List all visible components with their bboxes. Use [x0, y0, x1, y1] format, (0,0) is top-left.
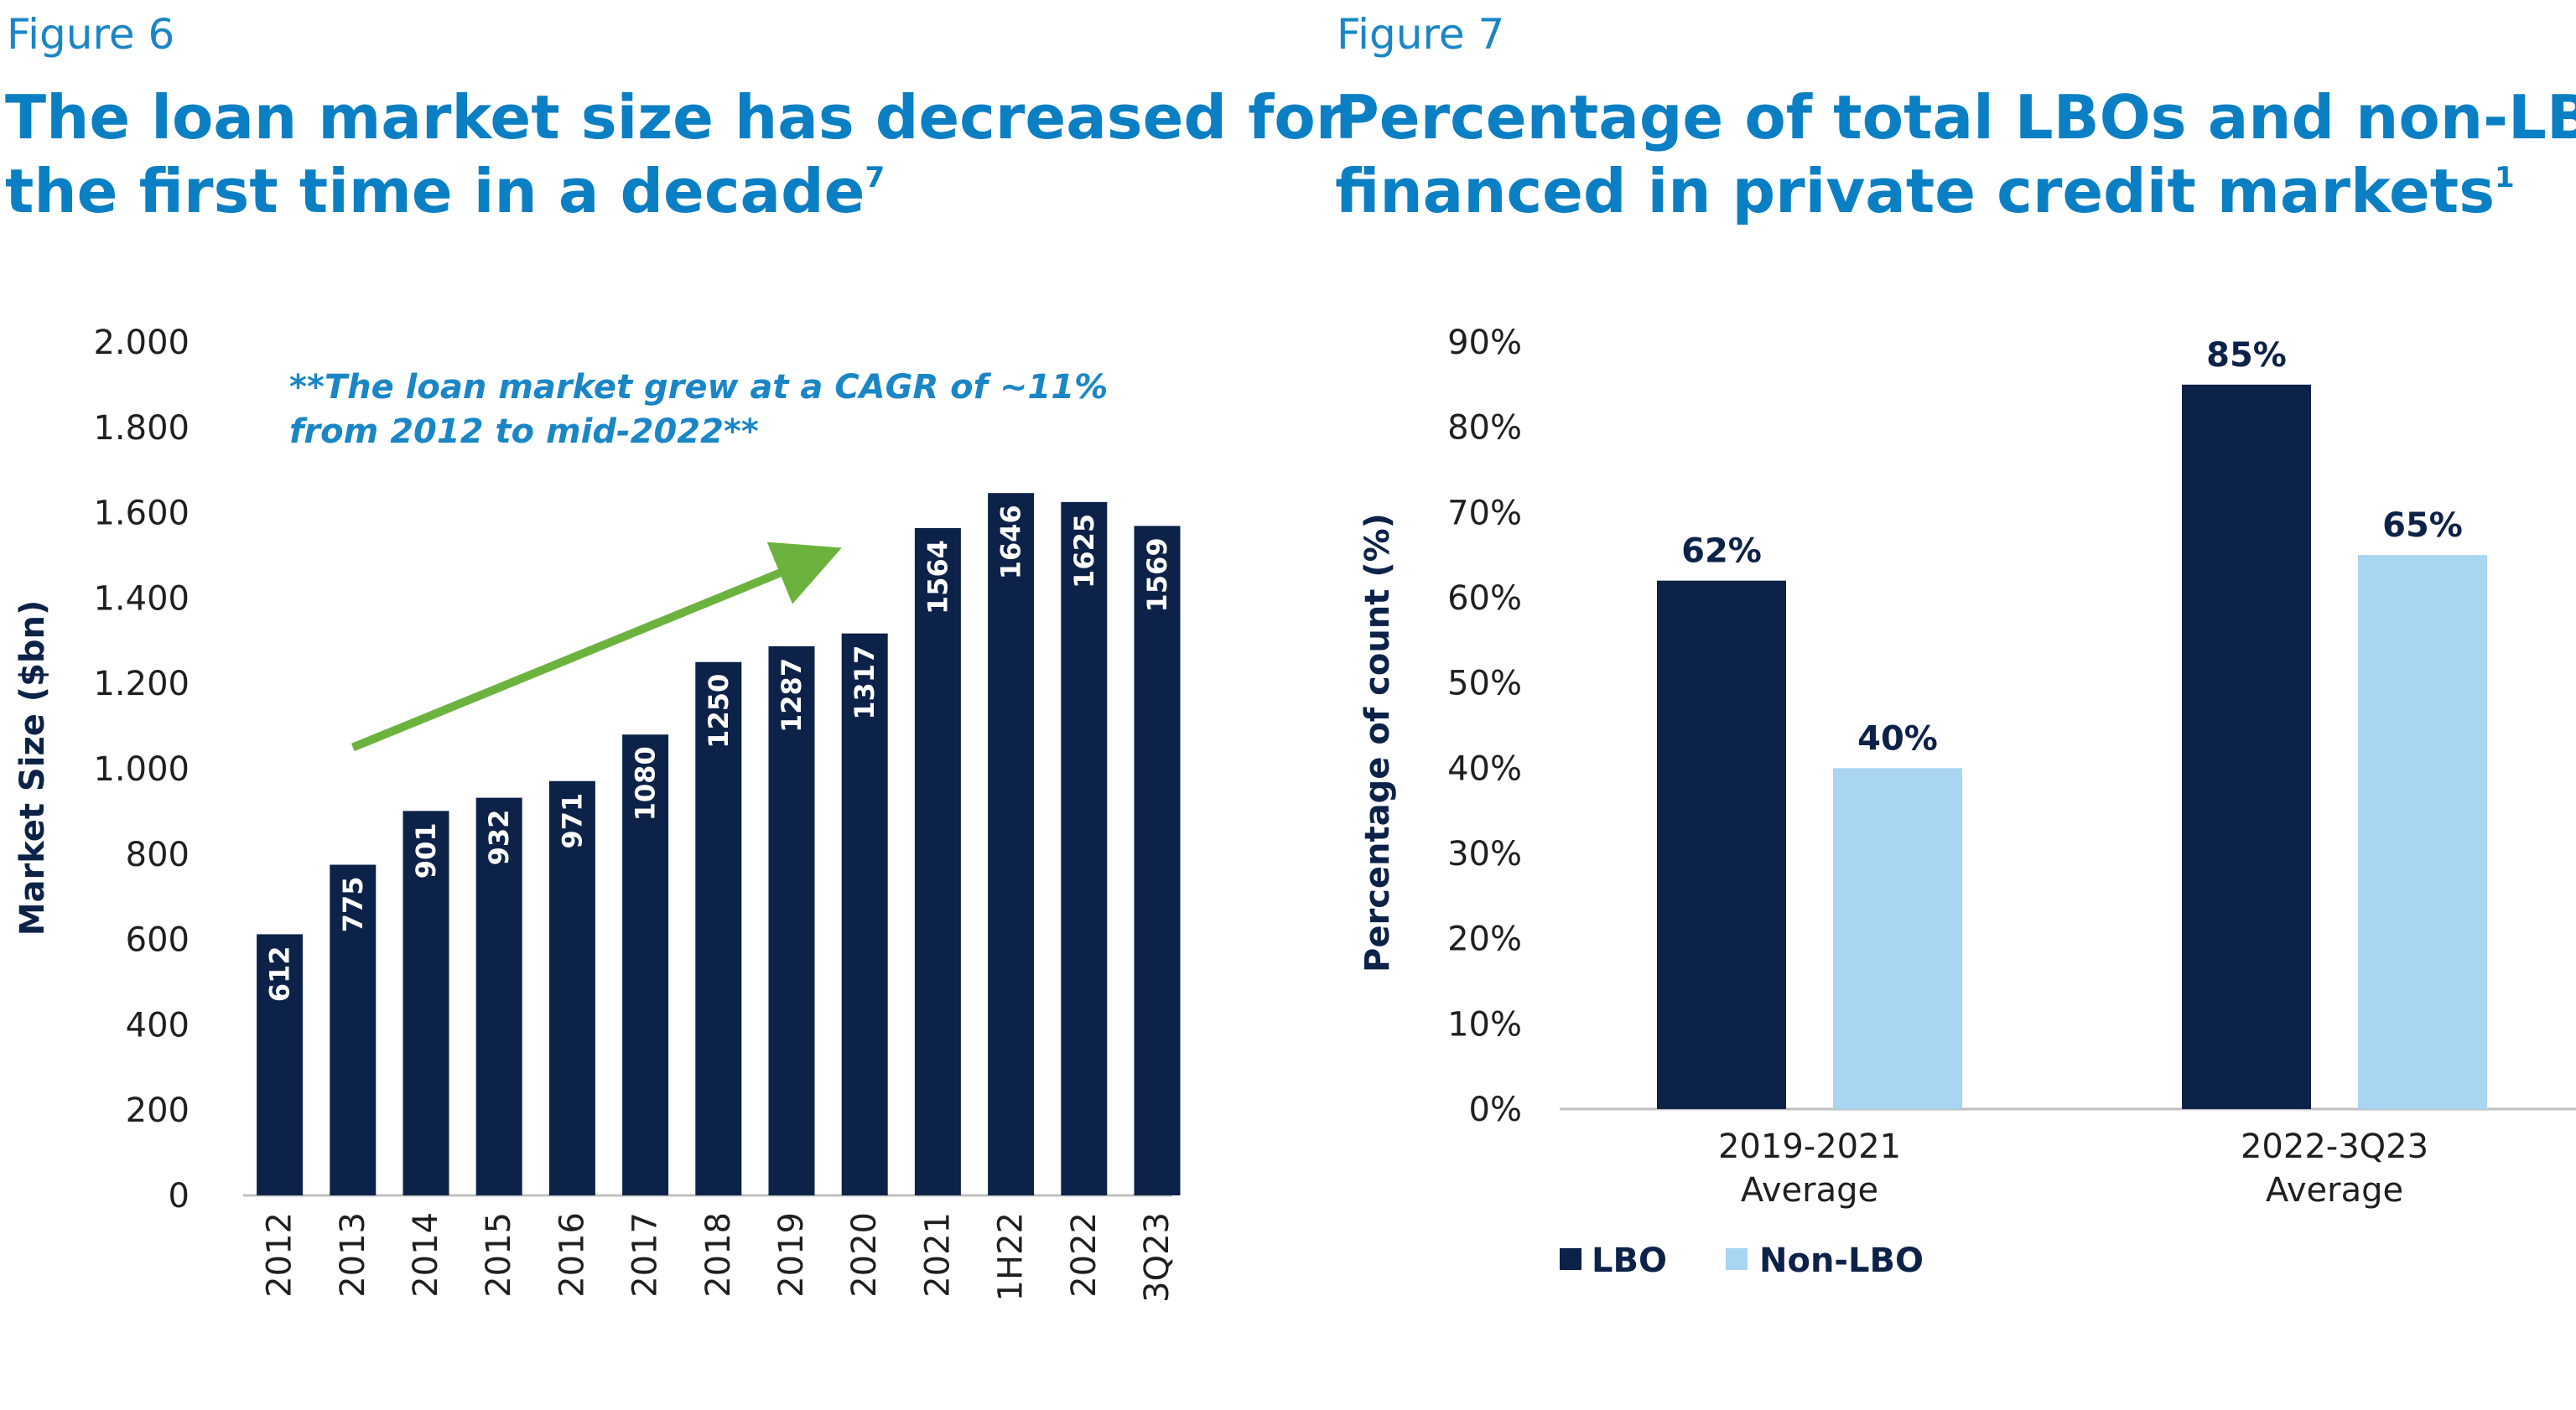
- loan-market-size-chart: **The loan market grew at a CAGR of ~11%…: [13, 324, 1181, 1303]
- figure-6-title: The loan market size has decreased for th…: [5, 80, 1345, 228]
- bars: 612 775 901 932 971 1080 1250 1287 1317 1564 1646 1…: [257, 493, 1181, 1195]
- figure-7-title-line-2: financed in private credit markets: [1335, 156, 2496, 226]
- y-tick-label-2: 50%: [1447, 665, 1522, 703]
- bar-2019: [768, 645, 815, 1195]
- x-axis-ticks: 2012 2013 2014 2015 2016 2017 2018 2019 2020 2021…: [261, 1212, 1176, 1303]
- bar-2014: [402, 811, 449, 1195]
- x-category-label: Average: [2266, 1171, 2403, 1210]
- x-tick-label: 2017: [626, 1212, 665, 1298]
- y-tick-label-2: 30%: [1447, 835, 1522, 873]
- x-tick-label: 2020: [845, 1212, 884, 1298]
- bar-value-label: 1317: [849, 645, 880, 720]
- x-tick-label: 2015: [480, 1212, 518, 1298]
- bar-value-label: 971: [556, 793, 588, 849]
- x-tick-label: 2019: [772, 1212, 811, 1298]
- y-tick-label: 2.000: [93, 324, 190, 362]
- y-tick-label: 1.800: [93, 409, 190, 448]
- bar-lbo-0: [1657, 580, 1786, 1109]
- x-tick-label: 2022: [1065, 1212, 1104, 1298]
- y-tick-label-2: 20%: [1447, 920, 1522, 959]
- y-tick-label-2: 10%: [1447, 1005, 1522, 1044]
- y-tick-label: 800: [126, 836, 190, 874]
- bar-2018: [695, 661, 742, 1195]
- bar-2015: [475, 797, 522, 1195]
- x-category-label: 2019-2021: [1718, 1127, 1901, 1166]
- bar-non-lbo-1: [2358, 555, 2487, 1109]
- y-axis-title-2: Percentage of count (%): [1358, 513, 1397, 972]
- bar-2016: [548, 780, 595, 1195]
- cagr-annotation-line-1: **The loan market grew at a CAGR of ~11%: [289, 368, 1108, 407]
- figure-6-title-line-2: the first time in a decade: [5, 156, 865, 226]
- x-tick-label: 2014: [407, 1212, 445, 1298]
- bar-lbo-1: [2182, 384, 2311, 1109]
- y-axis-ticks-2: 0% 10% 20% 30% 40% 50% 60% 70% 80% 90%: [1447, 324, 1522, 1129]
- y-tick-label: 0: [169, 1177, 190, 1216]
- bar-value-label: 612: [264, 946, 296, 1002]
- bar-value-label: 932: [483, 810, 515, 866]
- x-tick-label: 1H22: [992, 1212, 1031, 1301]
- grouped-bars: 62% 85% 40% 65%: [1657, 336, 2487, 1109]
- bar-value-label: 1569: [1141, 537, 1173, 612]
- trend-arrow: [351, 542, 842, 752]
- bar-value-label-2: 62%: [1681, 532, 1762, 571]
- figure-7-title-line-1: Percentage of total LBOs and non-LBOs: [1335, 82, 2576, 153]
- bar-value-label: 1250: [703, 674, 735, 749]
- x-tick-label: 2016: [553, 1212, 591, 1298]
- bar-value-label: 901: [410, 822, 442, 879]
- cagr-annotation-line-2: from 2012 to mid-2022**: [289, 412, 759, 451]
- legend-non-lbo-label: Non-LBO: [1759, 1242, 1924, 1280]
- figure-7-title: Percentage of total LBOs and non-LBOs fin…: [1335, 80, 2576, 228]
- bar-3Q23: [1134, 526, 1181, 1195]
- x-tick-label: 3Q23: [1138, 1212, 1176, 1303]
- figure-6-footnote-marker: 7: [865, 161, 886, 194]
- figure-7-label: Figure 7: [1337, 10, 1505, 59]
- legend-lbo-label: LBO: [1592, 1242, 1667, 1280]
- y-tick-label-2: 80%: [1447, 409, 1522, 448]
- bar-value-label: 1287: [776, 658, 808, 733]
- y-tick-label: 600: [126, 921, 190, 960]
- bar-value-label-2: 85%: [2206, 336, 2287, 375]
- y-tick-label-2: 90%: [1447, 324, 1522, 362]
- bar-value-label-2: 65%: [2382, 506, 2463, 545]
- legend-non-lbo-swatch: [1726, 1248, 1748, 1270]
- legend-lbo-swatch: [1560, 1248, 1581, 1270]
- x-tick-label: 2018: [699, 1212, 738, 1298]
- x-category-label: 2022-3Q23: [2241, 1127, 2428, 1166]
- y-tick-label-2: 0%: [1469, 1091, 1522, 1129]
- bar-2017: [622, 734, 669, 1195]
- bar-value-label-2: 40%: [1857, 719, 1938, 758]
- y-tick-label-2: 70%: [1447, 494, 1522, 532]
- bar-2022: [1061, 501, 1108, 1195]
- x-tick-label: 2013: [334, 1212, 372, 1298]
- bar-2020: [841, 633, 888, 1195]
- bar-value-label: 1646: [995, 505, 1027, 579]
- bar-value-label: 1080: [630, 746, 662, 821]
- bar-value-label: 775: [337, 877, 369, 933]
- bar-value-label: 1625: [1068, 514, 1100, 588]
- y-axis-ticks: 0 200 400 600 800 1.000 1.200 1.400 1.600 1.800 2.…: [93, 324, 190, 1216]
- legend: LBO Non-LBO: [1560, 1242, 1924, 1280]
- y-axis-title: Market Size ($bn): [13, 600, 52, 936]
- y-tick-label: 400: [126, 1006, 190, 1045]
- x-tick-label: 2021: [918, 1212, 957, 1298]
- figure-7-footnote-marker: 1: [2495, 161, 2515, 194]
- figure-6-title-line-1: The loan market size has decreased for: [5, 82, 1346, 153]
- bar-1H22: [988, 493, 1035, 1195]
- bar-non-lbo-0: [1833, 768, 1962, 1109]
- y-tick-label: 200: [126, 1091, 190, 1130]
- y-tick-label: 1.400: [93, 579, 190, 618]
- y-tick-label-2: 40%: [1447, 749, 1522, 788]
- x-category-label: Average: [1741, 1171, 1878, 1210]
- bar-2012: [257, 934, 304, 1195]
- figure-6-label: Figure 6: [7, 10, 175, 59]
- bar-value-label: 1564: [922, 540, 953, 614]
- y-tick-label-2: 60%: [1447, 579, 1522, 618]
- bar-2013: [330, 864, 377, 1195]
- x-axis-category-labels: 2019-2021 Average 2022-3Q23 Average: [1718, 1127, 2428, 1210]
- y-tick-label: 1.000: [93, 750, 190, 789]
- y-tick-label: 1.600: [93, 495, 190, 533]
- x-tick-label: 2012: [261, 1212, 299, 1298]
- y-tick-label: 1.200: [93, 665, 190, 703]
- bar-2021: [914, 527, 961, 1195]
